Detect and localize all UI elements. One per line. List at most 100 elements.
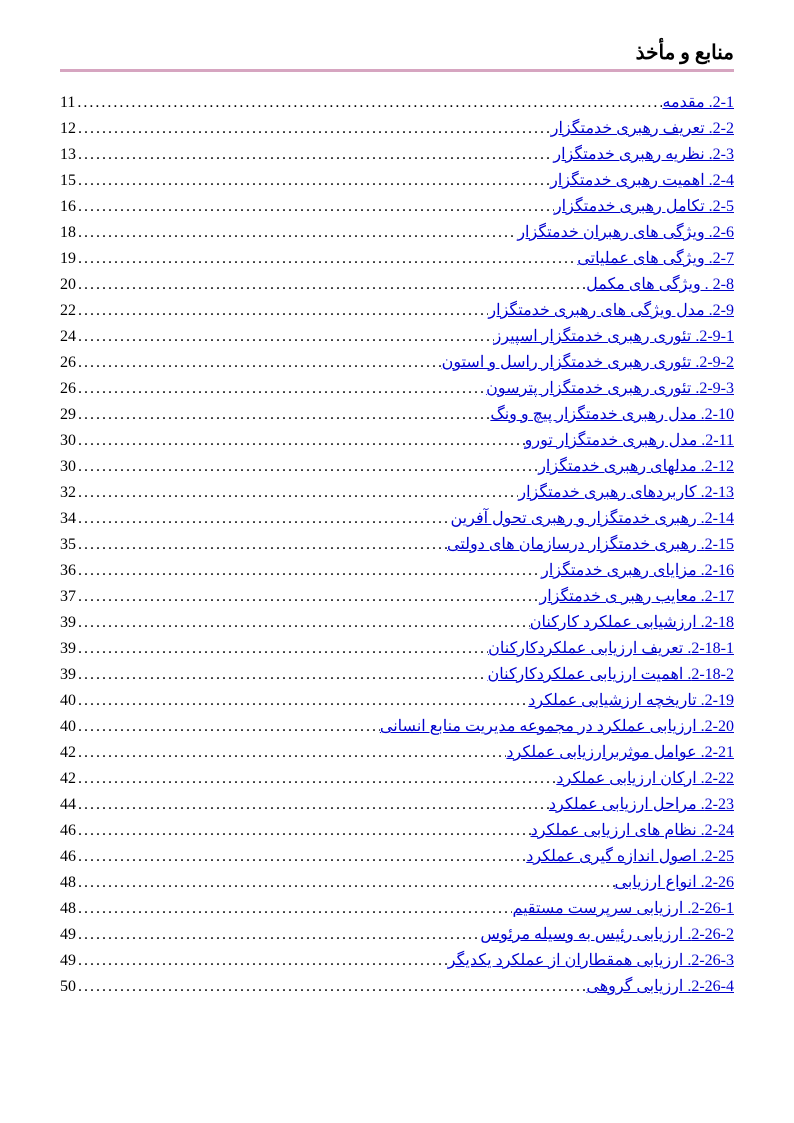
toc-leader-dots: ........................................… [76, 350, 442, 376]
toc-leader-dots: ........................................… [76, 584, 539, 610]
toc-leader-dots: ........................................… [76, 376, 486, 402]
toc-entry: 2-26-3. ارزیابی همقطاران از عملکرد یکدیگ… [60, 948, 734, 974]
toc-page-number: 22 [60, 298, 76, 324]
toc-page-number: 49 [60, 948, 76, 974]
toc-leader-dots: ........................................… [76, 402, 490, 428]
toc-entry-link[interactable]: 2-19. تاریخچه ارزشیابی عملکرد [528, 688, 734, 714]
toc-entry: 2-9. مدل ویژگی های رهبری خدمتگزار.......… [60, 298, 734, 324]
toc-leader-dots: ........................................… [76, 116, 551, 142]
toc-entry-link[interactable]: 2-4. اهمیت رهبری خدمتگزار [550, 168, 734, 194]
toc-page-number: 40 [60, 714, 76, 740]
toc-entry: 2-2. تعریف رهبری خدمتگزار...............… [60, 116, 734, 142]
toc-leader-dots: ........................................… [76, 688, 528, 714]
toc-page-number: 26 [60, 350, 76, 376]
toc-page-number: 42 [60, 766, 76, 792]
toc-entry-link[interactable]: 2-17. معایب رهبر ی خدمتگزار [539, 584, 734, 610]
toc-leader-dots: ........................................… [76, 532, 447, 558]
toc-entry-link[interactable]: 2-8 . ویژگی های مکمل [586, 272, 734, 298]
toc-entry-link[interactable]: 2-9-3. تئوری رهبری خدمتگزار پترسون [486, 376, 734, 402]
toc-entry-link[interactable]: 2-26-3. ارزیابی همقطاران از عملکرد یکدیگ… [448, 948, 734, 974]
toc-leader-dots: ........................................… [76, 506, 451, 532]
toc-entry-link[interactable]: 2-1. مقدمه [662, 90, 734, 116]
toc-leader-dots: ........................................… [76, 974, 586, 1000]
toc-page-number: 34 [60, 506, 76, 532]
toc-entry-link[interactable]: 2-11. مدل رهبری خدمتگزار تورو [525, 428, 734, 454]
toc-leader-dots: ........................................… [76, 454, 538, 480]
toc-page-number: 39 [60, 610, 76, 636]
toc-page-number: 29 [60, 402, 76, 428]
toc-leader-dots: ........................................… [76, 558, 541, 584]
toc-entry: 2-1. مقدمه..............................… [60, 90, 734, 116]
toc-page-number: 11 [60, 90, 75, 116]
toc-entry: 2-18-1. تعریف ارزیابی عملکردکارکنان.....… [60, 636, 734, 662]
toc-entry-link[interactable]: 2-9-1. تئوری رهبری خدمتگزار اسپیرز [494, 324, 734, 350]
page-container: منابع و مأخذ 2-1. مقدمه.................… [0, 0, 794, 1040]
toc-page-number: 37 [60, 584, 76, 610]
toc-leader-dots: ........................................… [76, 324, 494, 350]
toc-page-number: 26 [60, 376, 76, 402]
toc-page-number: 49 [60, 922, 76, 948]
toc-entry-link[interactable]: 2-26-1. ارزیابی سرپرست مستقیم [512, 896, 734, 922]
toc-entry-link[interactable]: 2-26. انواع ارزیابی [615, 870, 735, 896]
toc-entry-link[interactable]: 2-26-4. ارزیابی گروهی [586, 974, 734, 1000]
toc-leader-dots: ........................................… [76, 298, 488, 324]
toc-entry: 2-24. نظام های ارزیابی عملکرد...........… [60, 818, 734, 844]
toc-leader-dots: ........................................… [76, 922, 480, 948]
toc-entry-link[interactable]: 2-3. نظریه رهبری خدمتگزار [553, 142, 734, 168]
toc-page-number: 30 [60, 454, 76, 480]
toc-entry: 2-3. نظریه رهبری خدمتگزار...............… [60, 142, 734, 168]
toc-page-number: 46 [60, 844, 76, 870]
toc-entry: 2-18. ارزشیابی عملکرد کارکنان...........… [60, 610, 734, 636]
toc-entry: 2-25. اصول اندازه گیری عملکرد...........… [60, 844, 734, 870]
toc-entry-link[interactable]: 2-2. تعریف رهبری خدمتگزار [551, 116, 734, 142]
toc-entry: 2-23. مراحل ارزیابی عملکرد..............… [60, 792, 734, 818]
toc-entry: 2-10. مدل رهبری خدمتگزار پیچ و ونگ......… [60, 402, 734, 428]
toc-entry: 2-8 . ویژگی های مکمل....................… [60, 272, 734, 298]
toc-entry-link[interactable]: 2-18. ارزشیابی عملکرد کارکنان [530, 610, 734, 636]
toc-entry-link[interactable]: 2-18-1. تعریف ارزیابی عملکردکارکنان [488, 636, 734, 662]
toc-entry-link[interactable]: 2-21. عوامل موثربرارزیابی عملکرد [506, 740, 734, 766]
toc-page-number: 36 [60, 558, 76, 584]
toc-leader-dots: ........................................… [76, 636, 488, 662]
toc-entry: 2-5. تکامل رهبری خدمتگزار...............… [60, 194, 734, 220]
toc-page-number: 12 [60, 116, 76, 142]
toc-page-number: 15 [60, 168, 76, 194]
toc-leader-dots: ........................................… [76, 948, 448, 974]
toc-leader-dots: ........................................… [76, 896, 512, 922]
toc-page-number: 19 [60, 246, 76, 272]
toc-leader-dots: ........................................… [76, 740, 506, 766]
toc-entry-link[interactable]: 2-15. رهبری خدمتگزار درسازمان های دولتی [447, 532, 734, 558]
toc-entry: 2-16. مزایای رهبری خدمتگزار.............… [60, 558, 734, 584]
toc-entry: 2-7. ویژگی های عملیاتی..................… [60, 246, 734, 272]
toc-leader-dots: ........................................… [76, 480, 518, 506]
toc-entry: 2-9-1. تئوری رهبری خدمتگزار اسپیرز......… [60, 324, 734, 350]
toc-entry-link[interactable]: 2-9. مدل ویژگی های رهبری خدمتگزار [488, 298, 734, 324]
toc-leader-dots: ........................................… [76, 220, 517, 246]
toc-entry-link[interactable]: 2-23. مراحل ارزیابی عملکرد [549, 792, 734, 818]
toc-page-number: 42 [60, 740, 76, 766]
toc-entry-link[interactable]: 2-26-2. ارزیابی رئیس به وسیله مرئوس [480, 922, 734, 948]
toc-leader-dots: ........................................… [76, 766, 556, 792]
toc-entry-link[interactable]: 2-14. رهبری خدمتگزار و رهبری تحول آفرین [451, 506, 735, 532]
toc-entry: 2-9-3. تئوری رهبری خدمتگزار پترسون......… [60, 376, 734, 402]
toc-entry-link[interactable]: 2-9-2. تئوری رهبری خدمتگزار راسل و استون [442, 350, 734, 376]
toc-leader-dots: ........................................… [76, 272, 586, 298]
toc-entry-link[interactable]: 2-6. ویژگی های رهبران خدمتگزار [517, 220, 734, 246]
toc-entry-link[interactable]: 2-5. تکامل رهبری خدمتگزار [554, 194, 734, 220]
toc-entry-link[interactable]: 2-24. نظام های ارزیابی عملکرد [531, 818, 734, 844]
toc-entry-link[interactable]: 2-10. مدل رهبری خدمتگزار پیچ و ونگ [490, 402, 734, 428]
toc-leader-dots: ........................................… [76, 194, 554, 220]
toc-entry-link[interactable]: 2-22. ارکان ارزیابی عملکرد [556, 766, 734, 792]
toc-page-number: 20 [60, 272, 76, 298]
toc-entry-link[interactable]: 2-13. کاربردهای رهبری خدمتگزار [518, 480, 734, 506]
toc-entry-link[interactable]: 2-7. ویژگی های عملیاتی [577, 246, 734, 272]
toc-entry: 2-6. ویژگی های رهبران خدمتگزار..........… [60, 220, 734, 246]
toc-entry-link[interactable]: 2-12. مدلهای رهبری خدمتگزار [538, 454, 734, 480]
toc-entry-link[interactable]: 2-20. ارزیابی عملکرد در مجموعه مدیریت من… [380, 714, 734, 740]
toc-page-number: 18 [60, 220, 76, 246]
toc-entry-link[interactable]: 2-18-2. اهمیت ارزیابی عملکردکارکنان [487, 662, 734, 688]
toc-entry-link[interactable]: 2-16. مزایای رهبری خدمتگزار [541, 558, 734, 584]
toc-entry: 2-11. مدل رهبری خدمتگزار تورو...........… [60, 428, 734, 454]
toc-entry-link[interactable]: 2-25. اصول اندازه گیری عملکرد [526, 844, 734, 870]
toc-entry: 2-26-4. ارزیابی گروهی...................… [60, 974, 734, 1000]
